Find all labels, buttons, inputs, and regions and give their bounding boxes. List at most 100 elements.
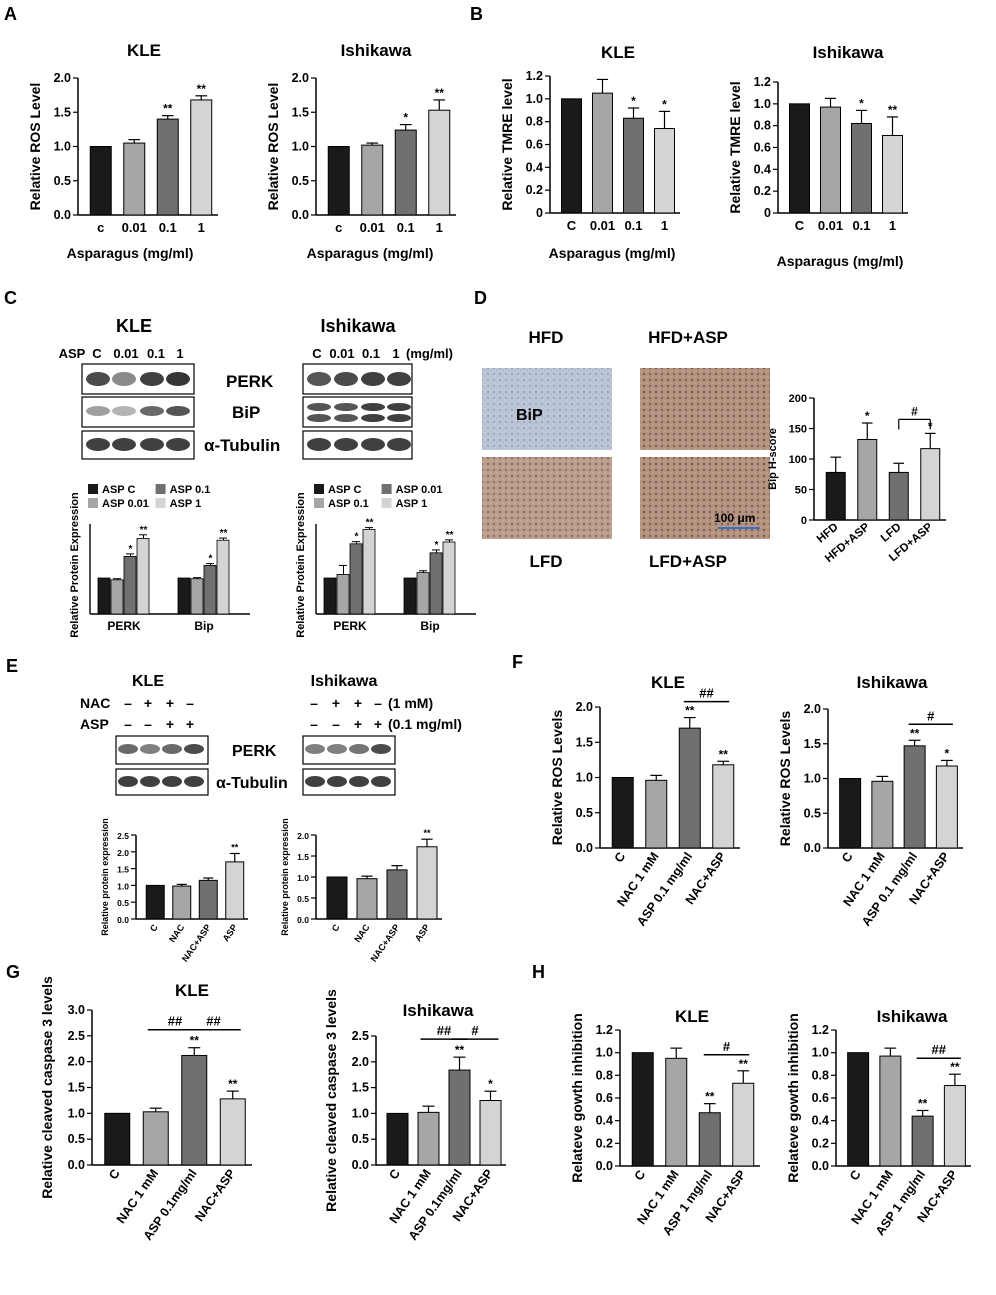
bar: [654, 128, 675, 214]
blot-band: [387, 403, 411, 411]
bar: [631, 1052, 654, 1167]
bar: [181, 1054, 208, 1166]
y-tick-label: 0.0: [352, 1158, 369, 1172]
y-tick-label: 0.8: [812, 1068, 829, 1082]
comparison-label: ##: [699, 686, 714, 701]
comparison-label: ##: [168, 1014, 183, 1029]
blot-band: [162, 776, 182, 787]
y-tick-label: 1.0: [292, 140, 309, 154]
y-tick-label: 2.0: [352, 1055, 369, 1069]
bar: [110, 579, 124, 615]
bar: [361, 144, 384, 216]
x-tick-label: c: [335, 220, 342, 235]
blot-c-lane-01: 0.1: [147, 346, 165, 361]
bar: [479, 1100, 502, 1166]
blot-band: [140, 438, 164, 451]
y-tick-label: 1.0: [576, 771, 593, 785]
y-tick-label: 0.0: [54, 208, 71, 222]
comparison-label: ##: [932, 1042, 947, 1057]
significance-label: **: [918, 1096, 928, 1110]
significance-label: *: [865, 409, 870, 423]
y-tick-label: 0: [801, 515, 807, 527]
bar: [123, 142, 146, 216]
blot-c-protein-perk: PERK: [226, 372, 274, 391]
y-axis-label: Relative TMRE level: [499, 78, 515, 210]
blot-c-lane-c: C: [92, 346, 102, 361]
chart-e1: 0.0 0.5 1.0 1.5 2.0 2.5 Relative protein expre…: [100, 818, 248, 964]
x-tick-label: 0.1: [624, 218, 642, 233]
significance-label: **: [220, 528, 228, 539]
x-tick-label: NAC: [167, 922, 187, 944]
significance-label: **: [455, 1043, 465, 1057]
blot-e-bands: [118, 744, 391, 787]
y-tick-label: 0.6: [812, 1091, 829, 1105]
y-tick-label: 2.0: [292, 71, 309, 85]
x-tick-label: 0.01: [818, 218, 843, 233]
blot-band: [118, 744, 138, 754]
blot-band: [140, 372, 164, 386]
x-tick-label: c: [97, 220, 104, 235]
y-tick-label: 2.0: [117, 848, 129, 858]
chart-title: Ishikawa: [341, 41, 412, 60]
blot-band: [371, 744, 391, 754]
chart-title: KLE: [651, 673, 685, 692]
blot-band: [166, 372, 190, 386]
blot-c-ish-bip-frame: [302, 396, 413, 428]
blot-band: [166, 438, 190, 451]
y-tick-label: 1.0: [812, 1046, 829, 1060]
y-tick-label: 1.5: [117, 865, 129, 875]
y-axis-label: Relative ROS Levels: [549, 710, 565, 846]
chart-title: Ishikawa: [857, 673, 928, 692]
blot-e-nac-label: NAC: [80, 695, 110, 711]
bar: [326, 876, 348, 920]
blot-c-protein-tubulin: α-Tubulin: [204, 436, 280, 455]
blot-band: [361, 372, 385, 386]
y-tick-label: 0.0: [117, 915, 129, 925]
bar: [888, 471, 909, 521]
chart-f2: Ishikawa 0.0 0.5 1.0 1.5 2.0 Relative ROS Leve…: [777, 673, 963, 929]
significance-label: **: [950, 1060, 960, 1074]
x-tick-label: LFD: [879, 521, 904, 545]
x-tick-label: C: [106, 1167, 123, 1182]
significance-label: **: [197, 82, 207, 96]
panel-letter-e: E: [6, 656, 18, 676]
y-axis-label: Relative ROS Levels: [777, 711, 793, 847]
significance-label: *: [859, 96, 864, 110]
bar: [732, 1082, 755, 1167]
x-tick-label: 0.01: [122, 220, 147, 235]
significance-label: **: [888, 103, 898, 117]
y-tick-label: 0.8: [596, 1068, 613, 1082]
bar: [442, 541, 456, 615]
bar: [448, 1069, 471, 1166]
x-tick-label: 1: [889, 218, 896, 233]
bar: [225, 861, 245, 920]
bar: [203, 565, 217, 615]
y-tick-label: 0.0: [596, 1159, 613, 1173]
y-tick-label: 0.5: [68, 1132, 85, 1146]
y-tick-label: 1.0: [526, 92, 543, 106]
bar: [386, 869, 408, 920]
significance-label: **: [231, 842, 239, 852]
significance-label: **: [446, 530, 454, 541]
y-axis-label: Bip H-score: [767, 428, 779, 490]
asp-sign: –: [332, 716, 340, 732]
y-tick-label: 100: [789, 454, 807, 466]
y-tick-label: 1.2: [526, 69, 543, 83]
bar: [561, 98, 582, 214]
bar: [136, 538, 150, 615]
blot-band: [162, 744, 182, 754]
blot-band: [305, 776, 325, 787]
y-axis-label: Relateve gowth inhibition: [785, 1013, 801, 1183]
y-tick-label: 0.4: [526, 160, 543, 174]
bar: [403, 577, 417, 615]
chart-g1: KLE 0.0 0.5 1.0 1.5 2.0 2.5 3.0 Relative cleaved…: [39, 976, 252, 1243]
x-tick-label: C: [839, 850, 856, 865]
bar: [592, 92, 613, 214]
significance-label: **: [739, 1057, 749, 1071]
y-tick-label: 1.5: [292, 105, 309, 119]
bar: [190, 578, 204, 615]
comparison-label: #: [723, 1039, 731, 1054]
blot-c-ishikawa-title: Ishikawa: [320, 316, 396, 336]
y-tick-label: 1.2: [596, 1023, 613, 1037]
panel-letter-d: D: [474, 288, 487, 308]
